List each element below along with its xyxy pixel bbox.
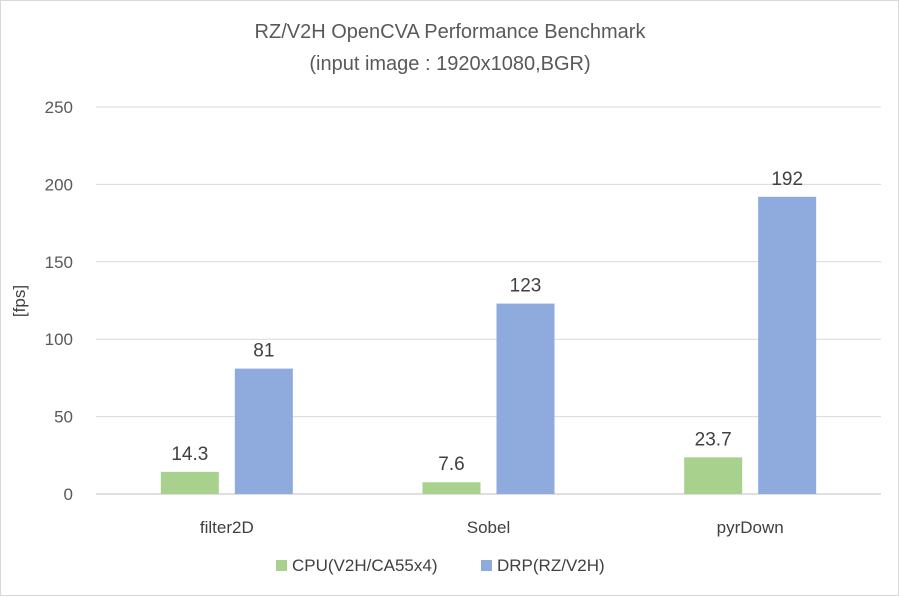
- data-label: 123: [510, 276, 542, 297]
- data-label: 81: [253, 341, 274, 362]
- data-label: 14.3: [171, 444, 208, 465]
- y-tick-label: 0: [64, 485, 73, 504]
- x-category-label: pyrDown: [717, 518, 784, 537]
- bar-filter2D-1: [234, 368, 293, 494]
- bar-pyrDown-0: [684, 457, 743, 494]
- bar-filter2D-0: [160, 471, 219, 494]
- bar-Sobel-1: [496, 303, 555, 494]
- data-label: 23.7: [695, 429, 732, 450]
- legend-swatch-0: [276, 560, 287, 571]
- chart-title: RZ/V2H OpenCVA Performance Benchmark: [255, 21, 647, 43]
- x-category-label: Sobel: [467, 518, 510, 537]
- data-label: 192: [771, 169, 803, 190]
- y-tick-label: 100: [45, 330, 73, 349]
- bar-pyrDown-1: [758, 196, 817, 494]
- y-tick-label: 50: [54, 408, 73, 427]
- chart-subtitle: (input image : 1920x1080,BGR): [309, 53, 590, 75]
- legend-label-1: DRP(RZ/V2H): [497, 556, 605, 575]
- y-tick-label: 200: [45, 175, 73, 194]
- y-axis-label: [fps]: [10, 285, 29, 317]
- bar-Sobel-0: [422, 482, 481, 494]
- data-label: 7.6: [438, 454, 464, 475]
- y-tick-label: 150: [45, 253, 73, 272]
- legend-label-0: CPU(V2H/CA55x4): [292, 556, 438, 575]
- x-category-label: filter2D: [200, 518, 254, 537]
- y-tick-label: 250: [45, 98, 73, 117]
- legend-swatch-1: [481, 560, 492, 571]
